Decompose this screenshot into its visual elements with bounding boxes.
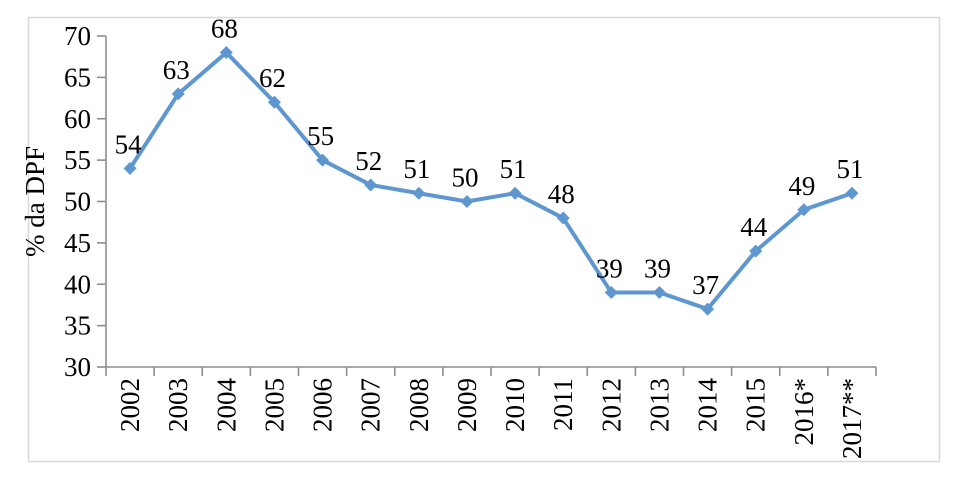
y-tick-label: 70 — [64, 21, 91, 51]
data-point-marker — [652, 286, 666, 300]
x-tick-label: 2013 — [644, 378, 674, 432]
data-point-marker — [701, 302, 715, 316]
data-point-marker — [508, 186, 522, 200]
y-tick-label: 30 — [64, 352, 91, 382]
y-axis-title: % da DPF — [20, 146, 50, 257]
x-tick-label: 2003 — [163, 378, 193, 432]
data-point-marker — [749, 244, 763, 258]
y-tick-label: 55 — [64, 145, 91, 175]
y-tick-label: 65 — [64, 62, 91, 92]
x-tick-label: 2017** — [837, 378, 867, 459]
data-point-marker — [219, 46, 233, 60]
data-point-marker — [845, 186, 859, 200]
data-label: 37 — [692, 270, 719, 300]
x-tick-label: 2015 — [741, 378, 771, 432]
data-point-marker — [267, 95, 281, 109]
x-tick-label: 2006 — [308, 378, 338, 432]
data-label: 50 — [451, 163, 478, 193]
data-label: 62 — [259, 63, 286, 93]
data-label: 49 — [788, 171, 815, 201]
x-tick-label: 2009 — [452, 378, 482, 432]
y-tick-label: 50 — [64, 187, 91, 217]
x-tick-label: 2016* — [789, 378, 819, 446]
data-point-marker — [797, 203, 811, 217]
data-label: 68 — [211, 14, 238, 44]
x-tick-label: 2002 — [115, 378, 145, 432]
data-point-marker — [316, 153, 330, 167]
x-tick-label: 2010 — [500, 378, 530, 432]
data-label: 52 — [355, 146, 382, 176]
data-label: 39 — [644, 254, 671, 284]
data-point-marker — [412, 186, 426, 200]
y-tick-label: 40 — [64, 269, 91, 299]
data-label: 39 — [596, 254, 623, 284]
x-tick-label: 2012 — [596, 378, 626, 432]
x-tick-label: 2005 — [259, 378, 289, 432]
data-point-marker — [460, 195, 474, 208]
series-line — [128, 49, 854, 312]
data-label: 48 — [548, 179, 575, 209]
x-tick-label: 2014 — [693, 378, 723, 433]
data-label: 44 — [740, 212, 768, 242]
data-point-marker — [364, 178, 378, 192]
y-tick-label: 35 — [64, 311, 91, 341]
x-tick-label: 2004 — [211, 378, 241, 433]
x-tick-label: 2008 — [404, 378, 434, 432]
data-label: 51 — [500, 154, 527, 184]
data-point-marker — [556, 211, 570, 225]
data-point-marker — [171, 87, 185, 101]
x-tick-label: 2007 — [356, 378, 386, 432]
axes — [97, 35, 877, 376]
data-label: 51 — [836, 154, 863, 184]
data-label: 54 — [115, 129, 143, 159]
y-tick-label: 60 — [64, 104, 91, 134]
y-tick-label: 45 — [64, 228, 91, 258]
data-point-marker — [123, 161, 137, 175]
data-label: 55 — [307, 121, 334, 151]
data-label: 51 — [403, 154, 430, 184]
data-label: 63 — [163, 55, 190, 85]
data-point-marker — [604, 286, 618, 300]
x-tick-label: 2011 — [548, 378, 578, 431]
